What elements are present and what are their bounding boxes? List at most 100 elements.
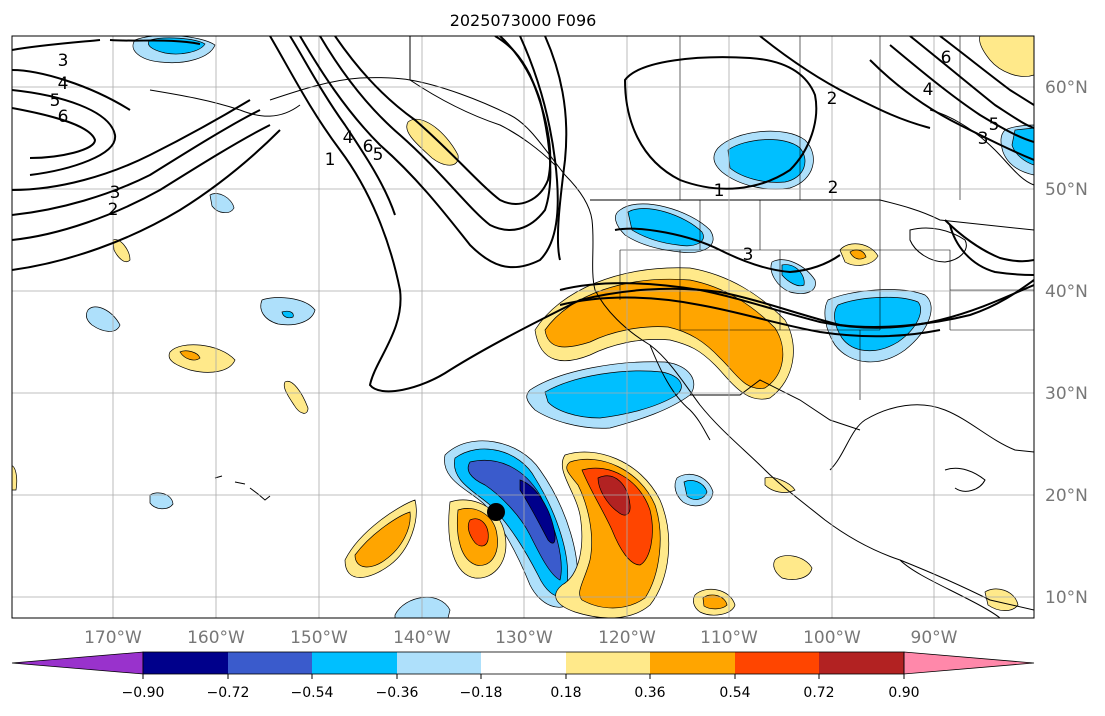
colorbar-bin [735, 652, 819, 674]
gulf-of-mexico-coast [829, 404, 1034, 471]
storm-position-marker [487, 503, 505, 521]
contour-label: 3 [110, 183, 121, 203]
shading-negative-mid [834, 296, 921, 352]
lon-label: 90°W [911, 628, 958, 648]
coastlines-and-borders [149, 36, 1034, 618]
map-title: 2025073000 F096 [450, 11, 597, 30]
colorbar-tick-label: 0.90 [888, 685, 919, 701]
shading-positive-outer [773, 555, 813, 580]
contour-label: 1 [325, 150, 336, 170]
alaska-peninsula [149, 89, 301, 117]
lat-label: 40°N [1045, 282, 1088, 302]
us-mexico-border [690, 379, 861, 431]
shading-negative-outer [149, 492, 174, 510]
shading-negative-core [519, 479, 556, 544]
shading-positive-outer [979, 36, 1034, 77]
colorbar-over-triangle [903, 651, 1035, 675]
canada-provinces [679, 36, 961, 200]
lon-label: 130°W [495, 628, 553, 648]
contour-label: 1 [714, 181, 725, 201]
contour-label: 2 [108, 200, 119, 220]
shading-negative-mid [544, 370, 682, 419]
colorbar-tick-label: −0.36 [376, 685, 419, 701]
lat-label: 20°N [1045, 486, 1088, 506]
longitude-labels: 170°W 160°W 150°W 140°W 130°W 120°W 110°… [84, 628, 958, 648]
colorbar-tick-label: 0.54 [719, 685, 750, 701]
shading-negative-strong [467, 459, 562, 581]
contour-label: 2 [827, 89, 838, 109]
colorbar-bin [143, 652, 228, 674]
gridlines [12, 36, 1034, 618]
colorbar: −0.90 −0.72 −0.54 −0.36 −0.18 0.18 0.36 … [11, 651, 1035, 701]
shaded-anomaly-fields [12, 36, 1034, 618]
contour-lines [12, 36, 1034, 393]
shading-positive-mid [702, 594, 728, 610]
contour-label: 4 [923, 80, 934, 100]
colorbar-tick-label: 0.36 [634, 685, 665, 701]
shading-negative-mid [781, 264, 805, 287]
shading-positive-strong [467, 518, 489, 547]
alaska-panhandle-border [409, 36, 556, 166]
central-america [899, 559, 1001, 618]
shading-positive-outer [283, 380, 309, 414]
baja-california [649, 344, 711, 441]
colorbar-bin [566, 652, 650, 674]
contour-label: 6 [941, 48, 952, 68]
colorbar-tick-label: 0.18 [550, 685, 581, 701]
lat-label: 60°N [1045, 78, 1088, 98]
lat-label: 30°N [1045, 384, 1088, 404]
lon-label: 120°W [598, 628, 656, 648]
colorbar-bin [397, 652, 481, 674]
lon-label: 160°W [187, 628, 245, 648]
contour-label: 5 [989, 115, 1000, 135]
yucatan [944, 467, 986, 492]
colorbar-tick-label: 0.72 [803, 685, 834, 701]
colorbar-bin [650, 652, 735, 674]
shading-positive-mid [354, 511, 411, 568]
shading-positive-outer [984, 588, 1019, 611]
alaska-coast [269, 36, 411, 101]
contour-label: 6 [58, 107, 69, 127]
shading-negative-outer [394, 596, 451, 618]
shading-positive-outer [112, 239, 131, 263]
colorbar-tick-label: −0.72 [207, 685, 250, 701]
lon-label: 100°W [803, 628, 861, 648]
contour-label: 3 [978, 129, 989, 149]
colorbar-tick-label: −0.54 [291, 685, 334, 701]
lat-label: 10°N [1045, 588, 1088, 608]
contour-label-group: 3 4 5 6 3 2 4 6 5 1 2 1 2 3 4 6 5 3 [50, 48, 1000, 265]
colorbar-bin [228, 652, 312, 674]
state-borders [619, 200, 1034, 400]
lon-label: 150°W [290, 628, 348, 648]
map-frame [11, 35, 1035, 619]
contour-label: 5 [50, 91, 61, 111]
colorbar-bin [481, 652, 566, 674]
contour-label: 3 [58, 51, 69, 71]
colorbar-under-triangle [11, 651, 144, 675]
contour-label: 4 [58, 74, 69, 94]
colorbar-tick-label: −0.18 [460, 685, 503, 701]
shading-positive-outer [406, 118, 459, 166]
shading-positive-mid [544, 278, 784, 389]
latitude-labels: 60°N 50°N 40°N 30°N 20°N 10°N [1045, 78, 1088, 608]
lat-label: 50°N [1045, 180, 1088, 200]
shading-negative-outer [86, 306, 121, 332]
colorbar-bin [312, 652, 397, 674]
hudson-bay [929, 109, 1034, 186]
shading-positive-strong [581, 467, 653, 566]
contour-label: 2 [828, 178, 839, 198]
great-lakes [909, 227, 967, 263]
colorbar-tick-labels: −0.90 −0.72 −0.54 −0.36 −0.18 0.18 0.36 … [122, 685, 920, 701]
contour-label: 6 [363, 137, 374, 157]
lon-label: 170°W [84, 628, 142, 648]
colorbar-tick-label: −0.90 [122, 685, 165, 701]
lon-label: 110°W [700, 628, 758, 648]
contour-label: 3 [743, 245, 754, 265]
shading-negative-mid [281, 310, 294, 319]
contour-label: 4 [343, 128, 354, 148]
shading-positive-mid [179, 350, 201, 361]
lon-label: 140°W [393, 628, 451, 648]
colorbar-ticks [142, 674, 905, 679]
colorbar-bin [819, 652, 904, 674]
